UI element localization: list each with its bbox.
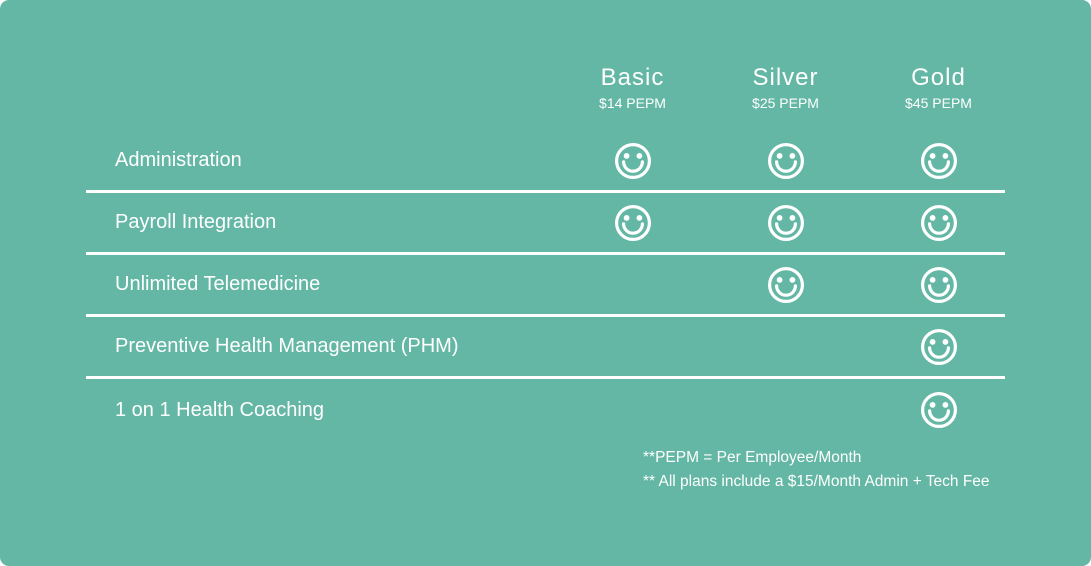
cell-coaching-gold: [862, 391, 1015, 429]
feature-row-unlimited-telemedicine: Unlimited Telemedicine: [86, 255, 1005, 317]
cell-phm-gold: [862, 328, 1015, 366]
smiley-face-icon: [920, 328, 958, 366]
cell-payroll-gold: [862, 204, 1015, 242]
feature-row-phm: Preventive Health Management (PHM): [86, 317, 1005, 379]
smiley-face-icon: [614, 142, 652, 180]
plan-header-basic: Basic $14 PEPM: [556, 64, 709, 112]
footnotes: **PEPM = Per Employee/Month ** All plans…: [643, 446, 990, 493]
cell-payroll-basic: [556, 204, 709, 242]
plan-name: Basic: [600, 64, 665, 91]
smiley-face-icon: [920, 266, 958, 304]
smiley-face-icon: [767, 142, 805, 180]
feature-label: 1 on 1 Health Coaching: [115, 398, 325, 421]
smiley-face-icon: [767, 204, 805, 242]
plan-price: $25 PEPM: [752, 95, 819, 111]
smiley-face-icon: [920, 142, 958, 180]
cell-administration-gold: [862, 142, 1015, 180]
cell-telemedicine-gold: [862, 266, 1015, 304]
cell-telemedicine-silver: [709, 266, 862, 304]
plan-header-row: Basic $14 PEPM Silver $25 PEPM Gold $45 …: [86, 64, 1005, 112]
plan-name: Silver: [752, 64, 819, 91]
plan-header-gold: Gold $45 PEPM: [862, 64, 1015, 112]
feature-row-health-coaching: 1 on 1 Health Coaching: [86, 379, 1005, 441]
plan-price: $14 PEPM: [599, 95, 666, 111]
smiley-face-icon: [920, 391, 958, 429]
plan-price: $45 PEPM: [905, 95, 972, 111]
feature-label: Payroll Integration: [115, 211, 277, 233]
footnote-pepm-definition: **PEPM = Per Employee/Month: [643, 449, 862, 466]
smiley-face-icon: [614, 204, 652, 242]
cell-administration-silver: [709, 142, 862, 180]
header-spacer: [86, 64, 556, 112]
smiley-face-icon: [920, 204, 958, 242]
feature-row-administration: Administration: [86, 131, 1005, 193]
plan-name: Gold: [911, 64, 966, 91]
smiley-face-icon: [767, 266, 805, 304]
feature-label: Preventive Health Management (PHM): [115, 335, 459, 357]
cell-administration-basic: [556, 142, 709, 180]
feature-row-payroll-integration: Payroll Integration: [86, 193, 1005, 255]
feature-label: Unlimited Telemedicine: [115, 273, 321, 295]
feature-label: Administration: [115, 149, 242, 171]
feature-table: Administration Payroll Integration Unlim…: [86, 131, 1005, 441]
plan-header-silver: Silver $25 PEPM: [709, 64, 862, 112]
cell-payroll-silver: [709, 204, 862, 242]
footnote-admin-tech-fee: ** All plans include a $15/Month Admin +…: [643, 472, 990, 490]
